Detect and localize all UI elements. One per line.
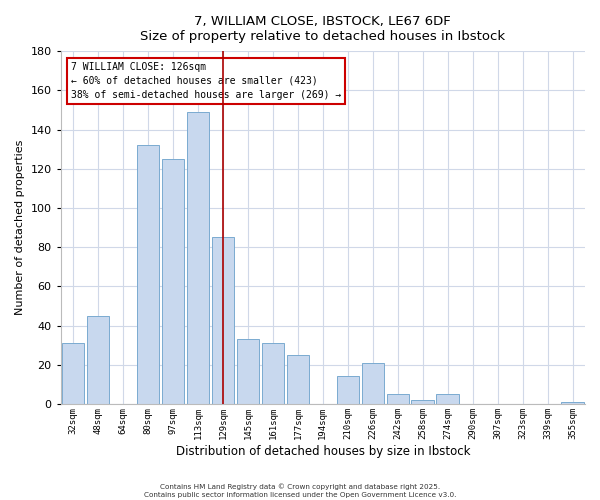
Bar [362,363,384,404]
Bar [561,402,584,404]
Bar [262,343,284,404]
Bar [436,394,459,404]
Bar [137,145,160,404]
Text: 7 WILLIAM CLOSE: 126sqm
← 60% of detached houses are smaller (423)
38% of semi-d: 7 WILLIAM CLOSE: 126sqm ← 60% of detache… [71,62,341,100]
Bar [412,400,434,404]
Bar [62,343,85,404]
Bar [87,316,109,404]
Bar [287,355,309,404]
Text: Contains HM Land Registry data © Crown copyright and database right 2025.
Contai: Contains HM Land Registry data © Crown c… [144,484,456,498]
Bar [212,238,234,404]
Bar [162,159,184,404]
Bar [187,112,209,404]
Bar [337,376,359,404]
Bar [237,339,259,404]
X-axis label: Distribution of detached houses by size in Ibstock: Distribution of detached houses by size … [176,444,470,458]
Y-axis label: Number of detached properties: Number of detached properties [15,140,25,315]
Bar [386,394,409,404]
Title: 7, WILLIAM CLOSE, IBSTOCK, LE67 6DF
Size of property relative to detached houses: 7, WILLIAM CLOSE, IBSTOCK, LE67 6DF Size… [140,15,505,43]
